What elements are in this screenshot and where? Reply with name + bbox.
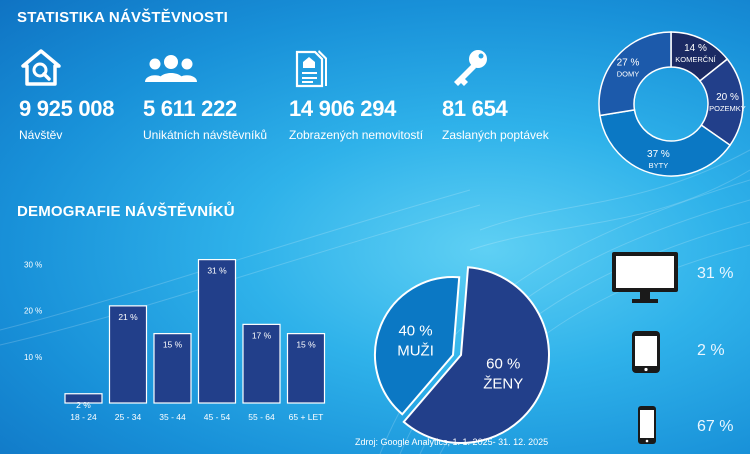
gender-slice-label: ŽENY bbox=[483, 376, 523, 393]
device-smartphone-value: 67 % bbox=[697, 418, 734, 435]
donut-slice-value: 37 % bbox=[647, 149, 670, 160]
tablet-icon bbox=[632, 331, 660, 373]
donut-slice-label: POZEMKY bbox=[709, 104, 746, 113]
gender-slice-label: MUŽI bbox=[397, 342, 434, 359]
stat-property-views: 14 906 294 Zobrazených nemovitostí bbox=[289, 48, 423, 142]
age-bar-value: 21 % bbox=[118, 312, 138, 322]
source-note: Zdroj: Google Analytics, 1. 1. 2025- 31.… bbox=[355, 437, 549, 447]
gender-slice-0 bbox=[374, 276, 461, 416]
age-bar-value: 2 % bbox=[76, 400, 91, 410]
donut-slice-value: 27 % bbox=[617, 57, 640, 68]
house-search-icon bbox=[21, 49, 61, 86]
gender-pie-chart: 40 % MUŽI 60 % ŽENY bbox=[374, 266, 550, 444]
device-desktop-value: 31 % bbox=[697, 265, 734, 282]
age-category-label: 65 + LET bbox=[289, 412, 324, 422]
stat-value: 14 906 294 bbox=[289, 96, 397, 121]
age-bar bbox=[242, 323, 281, 404]
donut-slice-3 bbox=[598, 31, 672, 117]
listing-document-icon bbox=[295, 50, 327, 88]
donut-slice-label: DOMY bbox=[617, 69, 640, 78]
stat-label: Unikátních návštěvníků bbox=[143, 128, 268, 142]
age-bar bbox=[64, 393, 103, 404]
age-bar-chart: 10 % 20 % 30 % 2 % 18 - 24 21 % 25 - 34 15 % 35 … bbox=[24, 259, 326, 422]
property-type-donut-chart: 14 %KOMERČNÍ 20 %POZEMKY 37 %BYTY 27 %DOMY bbox=[598, 31, 746, 177]
donut-slice-label: KOMERČNÍ bbox=[675, 55, 716, 64]
key-icon bbox=[454, 50, 487, 86]
y-tick-label: 10 % bbox=[24, 353, 42, 362]
y-tick-label: 20 % bbox=[24, 307, 42, 316]
donut-slice-value: 20 % bbox=[716, 92, 739, 103]
stat-visits: 9 925 008 Návštěv bbox=[19, 48, 114, 142]
users-icon bbox=[145, 55, 197, 82]
age-bar bbox=[153, 333, 192, 404]
age-bar bbox=[197, 259, 237, 404]
stat-value: 5 611 222 bbox=[143, 96, 237, 121]
gender-slice-value: 60 % bbox=[486, 356, 520, 373]
age-bar-value: 15 % bbox=[163, 340, 183, 350]
gender-slice-1 bbox=[402, 266, 550, 444]
age-category-label: 45 - 54 bbox=[204, 412, 231, 422]
age-category-label: 18 - 24 bbox=[70, 412, 97, 422]
stats-heading: STATISTIKA NÁVŠTĚVNOSTI bbox=[17, 9, 228, 26]
demography-heading: DEMOGRAFIE NÁVŠTĚVNÍKŮ bbox=[17, 203, 235, 220]
desktop-icon bbox=[612, 252, 678, 303]
age-bar-value: 15 % bbox=[296, 340, 316, 350]
stat-inquiries: 81 654 Zaslaných poptávek bbox=[442, 48, 549, 142]
age-bar-value: 17 % bbox=[252, 330, 272, 340]
age-category-label: 55 - 64 bbox=[248, 412, 275, 422]
age-bar bbox=[108, 305, 148, 404]
stat-label: Zaslaných poptávek bbox=[442, 128, 549, 142]
age-bar bbox=[286, 333, 326, 404]
gender-slice-value: 40 % bbox=[398, 322, 432, 339]
age-bar-value: 31 % bbox=[207, 266, 227, 276]
device-tablet-value: 2 % bbox=[697, 342, 725, 359]
age-category-label: 25 - 34 bbox=[115, 412, 142, 422]
stat-label: Zobrazených nemovitostí bbox=[289, 128, 424, 142]
stat-unique-visitors: 5 611 222 Unikátních návštěvníků bbox=[143, 48, 267, 142]
donut-slice-label: BYTY bbox=[649, 161, 669, 170]
donut-slice-2 bbox=[599, 109, 732, 177]
age-category-label: 35 - 44 bbox=[159, 412, 186, 422]
stat-value: 81 654 bbox=[442, 96, 508, 121]
y-tick-label: 30 % bbox=[24, 260, 42, 269]
stat-value: 9 925 008 bbox=[19, 96, 115, 121]
smartphone-icon bbox=[638, 406, 656, 444]
stat-label: Návštěv bbox=[19, 128, 63, 142]
donut-slice-value: 14 % bbox=[684, 43, 707, 54]
